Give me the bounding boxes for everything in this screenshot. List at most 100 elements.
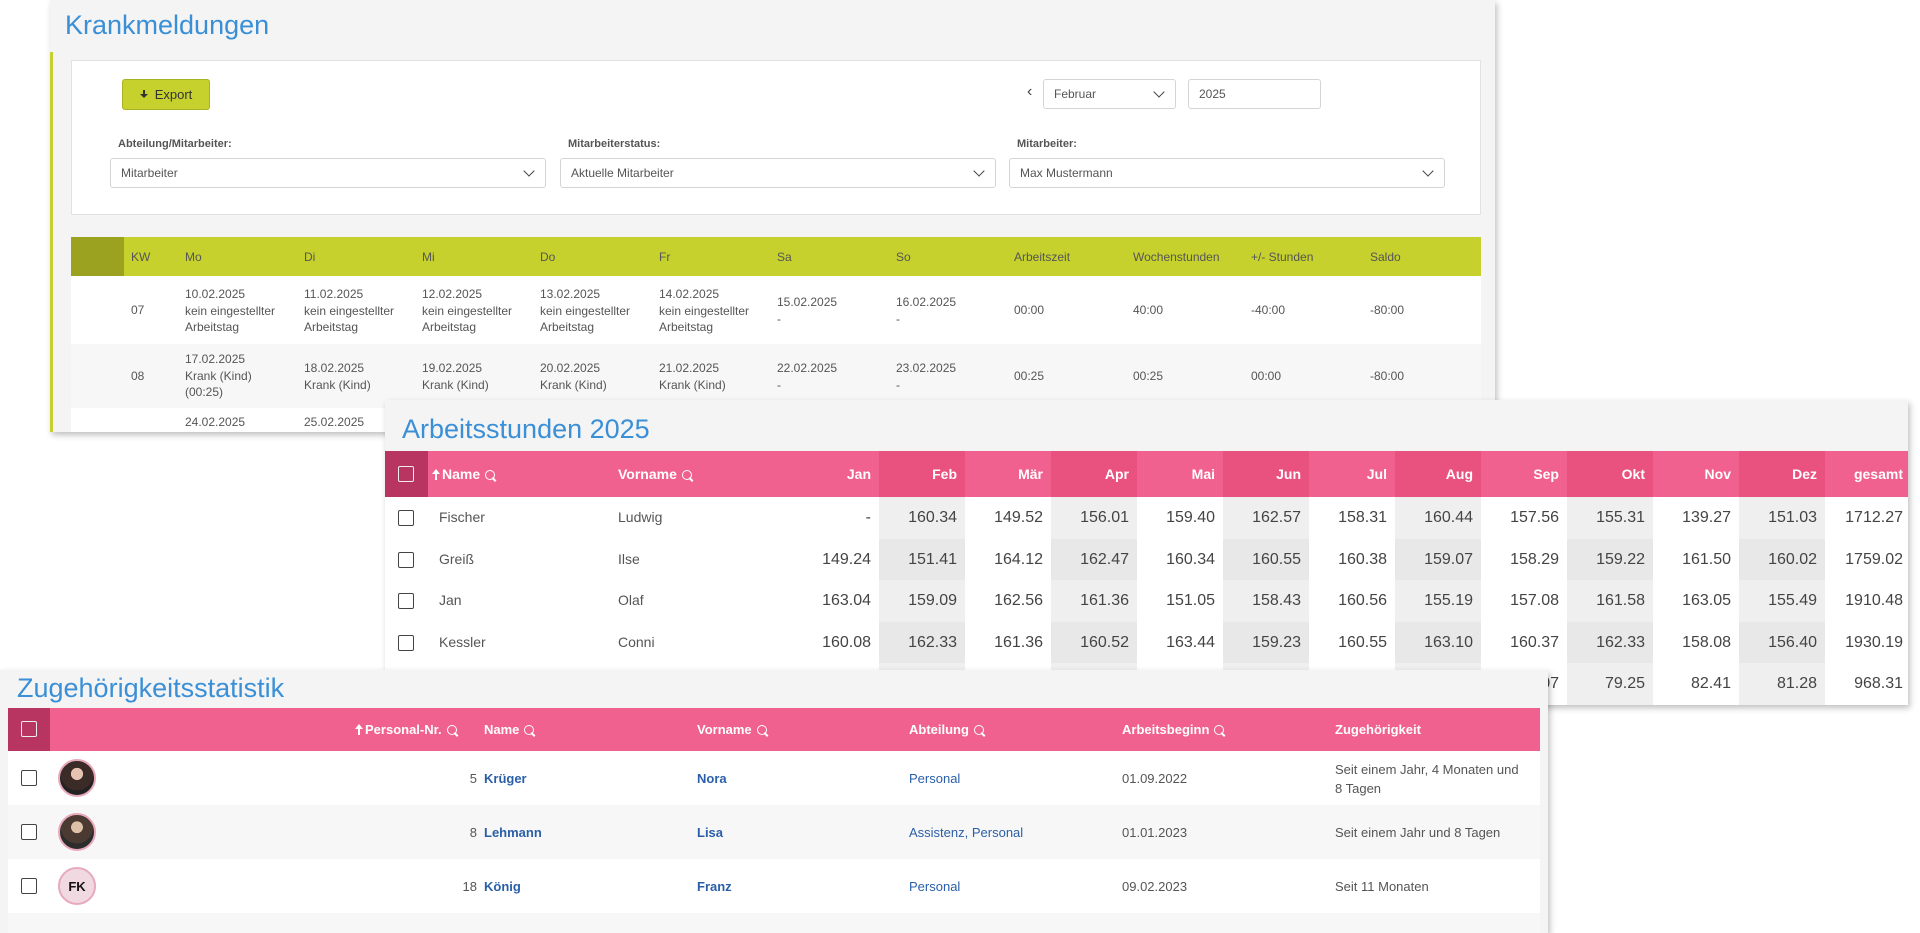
search-icon[interactable] [681,470,692,480]
table-row[interactable]: Kessler Conni 160.08 162.33 161.36 160.52 163.… [385,621,1908,663]
search-icon[interactable] [524,725,535,735]
col-arbeitsbeginn[interactable]: Arbeitsbeginn [1122,708,1225,751]
table-row[interactable]: Jan Olaf 163.04 159.09 162.56 161.36 151.05 158… [385,580,1908,622]
abteilung-link[interactable]: Assistenz, Personal [909,825,1024,840]
month-value-cell: 79.25 [1567,663,1653,705]
status-select-value: Aktuelle Mitarbeiter [571,166,674,180]
row-checkbox[interactable] [21,878,37,894]
row-checkbox[interactable] [398,510,414,526]
export-label: Export [154,87,193,102]
month-value-cell: 161.58 [1567,580,1653,622]
row-checkbox[interactable] [398,593,414,609]
table-row[interactable]: 08 17.02.2025 Krank (Kind) (00:25) 18.02… [71,344,1481,408]
month-value-cell: 149.24 [822,550,871,568]
table-row[interactable]: Greiß Ilse 149.24 151.41 164.12 162.47 160.34 1… [385,538,1908,580]
day-cell: 12.02.2025 kein eingestellter Arbeitstag [422,286,512,336]
avatar-initials: FK [58,867,96,905]
table-row[interactable] [8,913,1540,933]
table-row[interactable]: 5 Krüger Nora Personal 01.09.2022 Seit e… [8,751,1540,805]
col-personalnr-sort[interactable]: Personal-Nr. [355,708,457,751]
col-month[interactable]: Jan [846,466,871,482]
saldo-cell: -80:00 [1370,303,1405,317]
day-cell: 11.02.2025 kein eingestellter Arbeitstag [304,286,394,336]
search-icon[interactable] [756,725,767,735]
row-checkbox[interactable] [21,824,37,840]
col-month[interactable]: Mai [1191,466,1215,482]
mitarbeiter-select[interactable]: Max Mustermann [1009,158,1445,188]
saldo-cell: -80:00 [1370,369,1405,383]
day-note: - [777,377,781,392]
col-month[interactable]: Apr [1051,451,1137,497]
month-value-cell: 139.27 [1682,509,1731,526]
col-month[interactable]: Nov [1704,466,1731,482]
sort-up-icon [432,469,440,480]
row-checkbox[interactable] [398,634,414,651]
select-all-checkbox[interactable] [398,466,414,482]
day-cell: 10.02.2025 kein eingestellter Arbeitstag [185,286,275,336]
day-note: kein eingestellter [659,303,750,318]
row-checkbox[interactable] [21,770,37,786]
name-cell: Kessler [439,633,486,650]
col-sa: Sa [777,250,792,264]
name-link[interactable]: Lehmann [484,825,542,840]
select-all-checkbox[interactable] [21,721,37,737]
table-row[interactable]: 07 10.02.2025 kein eingestellter Arbeits… [71,276,1481,344]
col-gesamt[interactable]: gesamt [1853,466,1903,482]
day-date: 13.02.2025 [540,287,601,301]
select-all-cell [385,451,428,497]
vorname-link[interactable]: Nora [697,771,727,786]
export-button[interactable]: Export [122,79,210,110]
table-row[interactable]: 8 Lehmann Lisa Assistenz, Personal 01.01… [8,805,1540,859]
year-input[interactable]: 2025 [1188,79,1321,109]
prev-month-chevron-icon[interactable]: ‹ [1027,83,1033,100]
day-cell: 22.02.2025 - [777,360,837,393]
col-month[interactable]: Mär [1018,466,1043,482]
month-value-cell: 162.47 [1051,538,1137,580]
month-value-cell: 160.56 [1338,592,1387,609]
day-date: 16.02.2025 [896,295,957,309]
arbeitsbeginn: 01.01.2023 [1122,825,1188,840]
month-value-cell: 160.34 [879,497,965,539]
abteilung-select-value: Mitarbeiter [121,166,178,180]
table-row[interactable]: FK 18 König Franz Personal 09.02.2023 Se… [8,859,1540,913]
col-name[interactable]: Name [484,708,535,751]
col-month[interactable]: Jun [1223,451,1309,497]
search-icon[interactable] [446,725,457,735]
day-note: Arbeitstag [422,320,477,334]
col-month[interactable]: Aug [1395,451,1481,497]
day-note: (00:25) [185,385,224,399]
col-month[interactable]: Okt [1567,451,1653,497]
col-month[interactable]: Sep [1533,466,1559,482]
name-link[interactable]: Krüger [484,771,527,786]
search-icon[interactable] [1214,725,1225,735]
col-month[interactable]: Dez [1739,451,1825,497]
abteilung-link[interactable]: Personal [909,879,961,894]
day-note: Arbeitstag [185,320,240,334]
row-checkbox[interactable] [398,551,414,568]
vorname-link[interactable]: Lisa [697,825,724,840]
month-value-cell: 161.36 [1051,580,1137,622]
search-icon[interactable] [485,470,496,480]
month-value-cell: 162.57 [1223,497,1309,539]
month-select[interactable]: Februar [1043,79,1176,109]
abteilung-select[interactable]: Mitarbeiter [110,158,546,188]
col-name-sort[interactable]: Name [432,451,496,497]
name-link[interactable]: König [484,879,521,894]
col-abteilung[interactable]: Abteilung [909,708,984,751]
col-vorname[interactable]: Vorname [618,451,692,497]
day-date: 17.02.2025 [185,352,246,366]
col-month[interactable]: Feb [879,451,965,497]
col-month[interactable]: Jul [1366,466,1387,482]
day-note: kein eingestellter [185,303,276,318]
vorname-link[interactable]: Franz [697,879,732,894]
status-select[interactable]: Aktuelle Mitarbeiter [560,158,996,188]
search-icon[interactable] [973,725,984,735]
col-zugehoerigkeit[interactable]: Zugehörigkeit [1335,722,1421,737]
chevron-down-icon [1153,86,1165,98]
table-row[interactable]: Fischer Ludwig -160.34 149.52 156.01 159.40 16… [385,497,1908,539]
month-value-cell: 82.41 [1690,675,1731,692]
abteilung-link[interactable]: Personal [909,771,961,786]
day-cell: 15.02.2025 - [777,294,837,327]
col-vorname[interactable]: Vorname [697,708,767,751]
chevron-down-icon [973,165,985,177]
